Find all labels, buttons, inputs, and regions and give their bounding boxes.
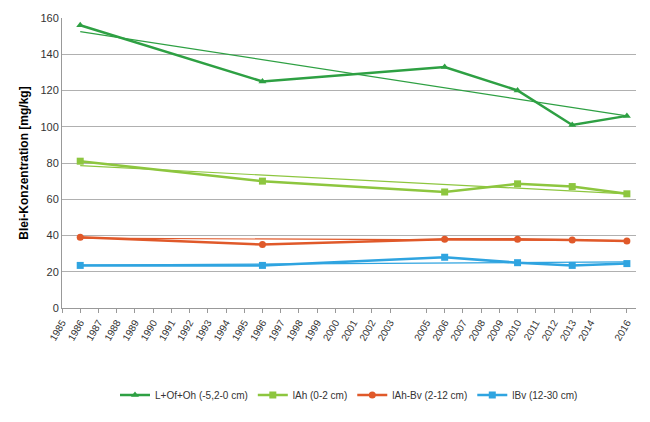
svg-text:1991: 1991 (157, 318, 178, 343)
svg-text:160: 160 (40, 12, 58, 24)
svg-text:2013: 2013 (558, 318, 579, 343)
svg-text:2003: 2003 (375, 318, 396, 343)
svg-text:2011: 2011 (522, 318, 542, 343)
svg-text:2006: 2006 (430, 318, 451, 343)
svg-text:lAh-Bv (2-12 cm): lAh-Bv (2-12 cm) (392, 390, 467, 401)
svg-text:1986: 1986 (66, 318, 87, 343)
svg-text:1998: 1998 (284, 318, 305, 343)
svg-text:1996: 1996 (248, 318, 269, 343)
svg-text:2014: 2014 (576, 318, 597, 343)
svg-text:0: 0 (53, 302, 59, 314)
svg-text:2002: 2002 (357, 318, 378, 343)
svg-text:1999: 1999 (303, 318, 324, 343)
svg-text:120: 120 (40, 84, 58, 96)
svg-text:2008: 2008 (467, 318, 488, 343)
svg-text:100: 100 (40, 121, 58, 133)
svg-text:40: 40 (47, 229, 59, 241)
svg-text:L+Of+Oh (-5,2-0 cm): L+Of+Oh (-5,2-0 cm) (155, 390, 248, 401)
svg-text:60: 60 (47, 193, 59, 205)
svg-text:lBv (12-30 cm): lBv (12-30 cm) (512, 390, 577, 401)
svg-text:1995: 1995 (230, 318, 251, 343)
svg-text:2012: 2012 (539, 318, 560, 343)
svg-text:80: 80 (47, 157, 59, 169)
svg-text:1987: 1987 (84, 318, 105, 343)
svg-text:2001: 2001 (339, 318, 360, 343)
svg-text:1993: 1993 (193, 318, 214, 343)
svg-text:2009: 2009 (485, 318, 506, 343)
svg-text:140: 140 (40, 48, 58, 60)
svg-text:1985: 1985 (47, 318, 68, 343)
svg-text:2000: 2000 (321, 318, 342, 343)
svg-text:Blei-Konzentration [mg/kg]: Blei-Konzentration [mg/kg] (17, 86, 31, 239)
svg-text:lAh (0-2 cm): lAh (0-2 cm) (293, 390, 347, 401)
svg-text:2007: 2007 (448, 318, 469, 343)
svg-text:1992: 1992 (175, 318, 196, 343)
svg-text:20: 20 (47, 266, 59, 278)
svg-text:1994: 1994 (211, 318, 232, 343)
svg-text:2016: 2016 (612, 318, 633, 343)
svg-text:1989: 1989 (120, 318, 141, 343)
svg-text:1990: 1990 (139, 318, 160, 343)
svg-text:2005: 2005 (412, 318, 433, 343)
svg-text:1997: 1997 (266, 318, 287, 343)
svg-text:2010: 2010 (503, 318, 524, 343)
svg-text:1988: 1988 (102, 318, 123, 343)
